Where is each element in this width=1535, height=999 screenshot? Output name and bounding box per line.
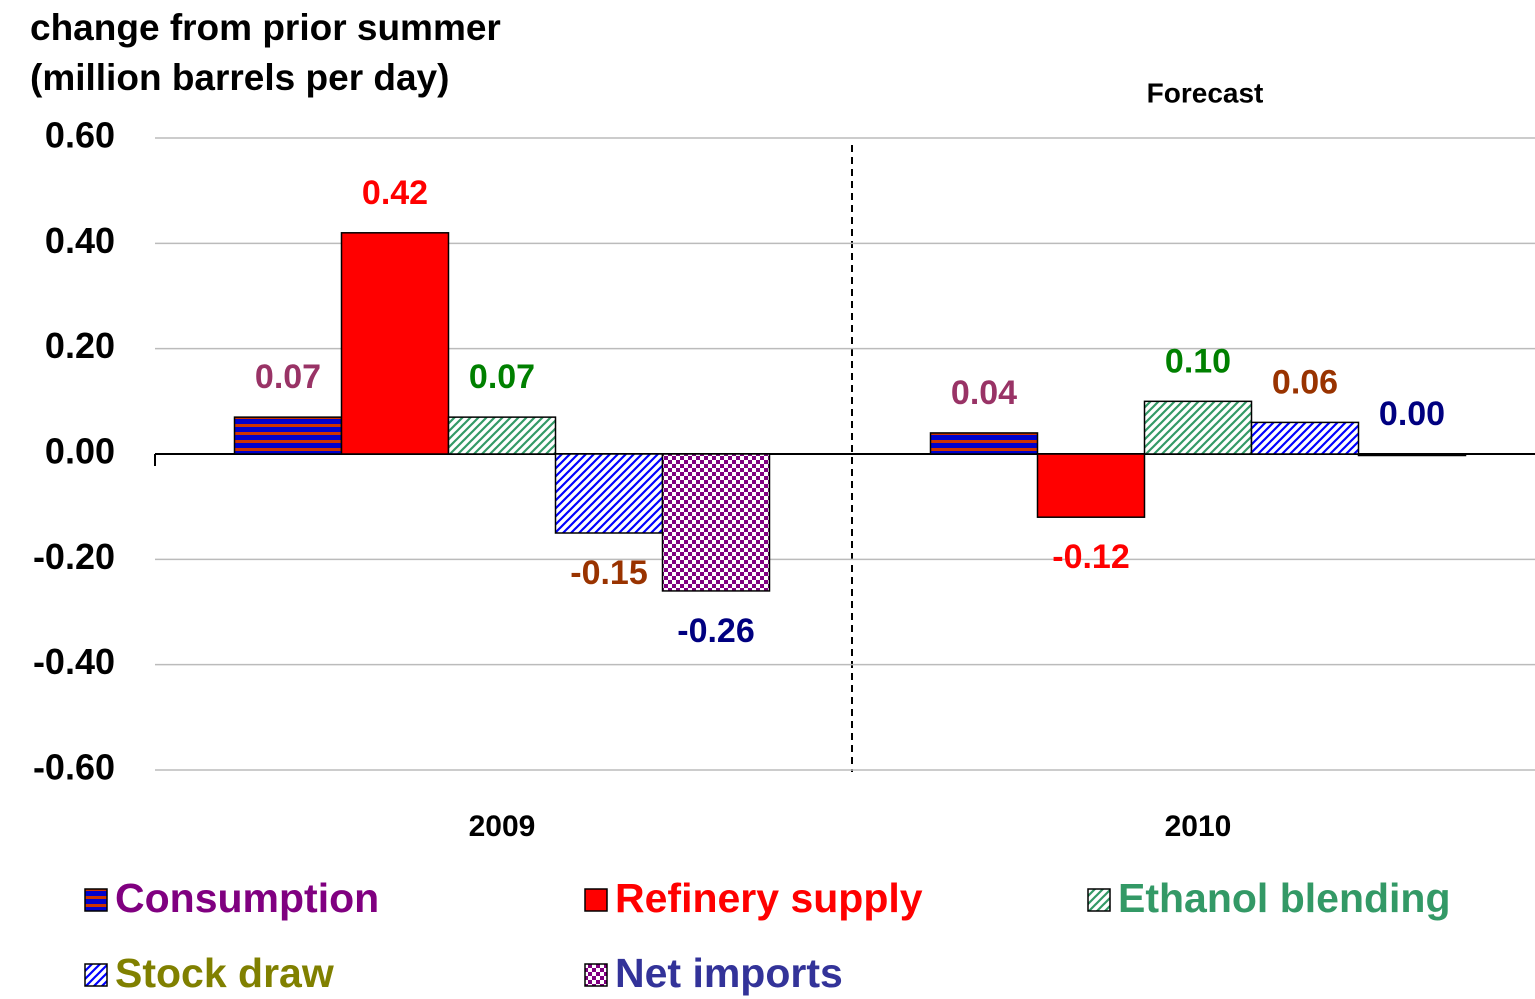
data-label: 0.07 xyxy=(469,358,535,396)
y-tick-label: -0.60 xyxy=(33,747,115,788)
data-label: 0.04 xyxy=(951,374,1017,412)
data-label: -0.26 xyxy=(677,612,755,650)
y-axis-title: change from prior summer xyxy=(30,7,501,48)
x-tick-label: 2009 xyxy=(469,810,536,843)
bar xyxy=(1357,453,1467,457)
y-tick-label: 0.60 xyxy=(45,115,115,156)
y-tick-label: 0.20 xyxy=(45,325,115,366)
data-label: 0.07 xyxy=(255,358,321,396)
data-label: 0.06 xyxy=(1272,363,1338,401)
y-tick-label: 0.40 xyxy=(45,220,115,261)
legend-swatch xyxy=(84,888,108,912)
y-tick-label: -0.20 xyxy=(33,536,115,577)
bar xyxy=(1143,400,1253,455)
bar xyxy=(233,416,343,455)
y-tick-label: -0.40 xyxy=(33,641,115,682)
legend-swatch xyxy=(84,963,108,987)
bar xyxy=(554,453,664,534)
bar xyxy=(929,432,1039,455)
legend-label: Stock draw xyxy=(115,950,334,996)
y-axis-title: (million barrels per day) xyxy=(30,57,449,98)
legend-swatch xyxy=(584,888,608,912)
y-tick-label: 0.00 xyxy=(45,431,115,472)
data-label: 0.42 xyxy=(362,174,428,212)
bar xyxy=(340,232,450,455)
legend-swatch xyxy=(584,963,608,987)
legend-label: Ethanol blending xyxy=(1118,875,1451,921)
data-label: 0.10 xyxy=(1165,342,1231,380)
data-label: -0.15 xyxy=(570,554,648,592)
data-label: 0.00 xyxy=(1379,395,1445,433)
data-label: -0.12 xyxy=(1052,538,1130,576)
bar xyxy=(1250,421,1360,455)
bar xyxy=(447,416,557,455)
annotation: Forecast xyxy=(1147,77,1264,108)
legend-label: Refinery supply xyxy=(615,875,923,921)
bar xyxy=(1036,453,1146,518)
bar xyxy=(661,453,771,592)
x-tick-label: 2010 xyxy=(1165,810,1232,843)
legend-swatch xyxy=(1087,888,1111,912)
legend-label: Consumption xyxy=(115,875,379,921)
legend-label: Net imports xyxy=(615,950,843,996)
